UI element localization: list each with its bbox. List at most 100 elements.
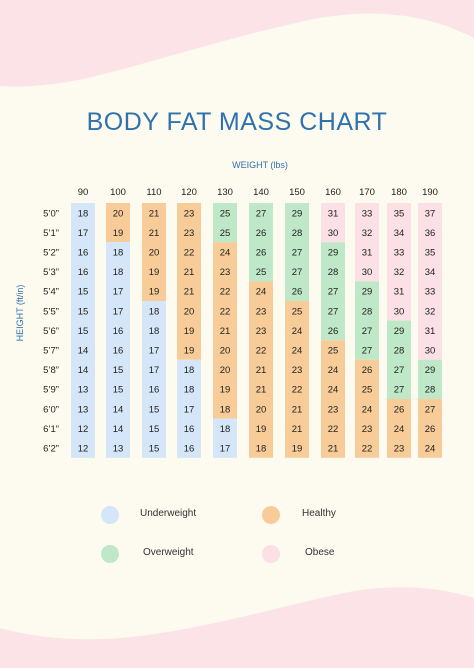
fat-value-cell: 21 — [149, 208, 160, 219]
fat-value-cell: 23 — [184, 228, 195, 239]
fat-value-cell: 13 — [113, 444, 124, 455]
height-label: 6’2” — [43, 444, 59, 455]
fat-value-cell: 19 — [292, 444, 303, 455]
fat-value-cell: 15 — [113, 385, 124, 396]
fat-value-cell: 34 — [425, 267, 436, 278]
legend-label-overweight: Overweight — [143, 547, 194, 558]
fat-value-cell: 12 — [78, 424, 89, 435]
fat-value-cell: 19 — [149, 267, 160, 278]
height-label: 5’9” — [43, 385, 59, 396]
fat-value-cell: 23 — [184, 208, 195, 219]
fat-value-cell: 17 — [149, 346, 160, 357]
fat-value-cell: 31 — [362, 248, 373, 259]
fat-value-cell: 21 — [256, 365, 267, 376]
fat-value-cell: 35 — [425, 248, 436, 259]
fat-value-cell: 15 — [78, 326, 89, 337]
category-band — [142, 301, 166, 458]
fat-value-cell: 16 — [78, 248, 89, 259]
fat-value-cell: 35 — [394, 208, 405, 219]
fat-value-cell: 20 — [220, 346, 231, 357]
fat-value-cell: 29 — [394, 326, 405, 337]
fat-value-cell: 14 — [78, 365, 89, 376]
height-label: 5’3” — [43, 267, 59, 278]
weight-header: 120 — [181, 187, 197, 198]
fat-value-cell: 24 — [394, 424, 405, 435]
fat-value-cell: 23 — [220, 267, 231, 278]
fat-value-cell: 24 — [256, 287, 267, 298]
weight-header: 140 — [253, 187, 269, 198]
fat-value-cell: 27 — [394, 365, 405, 376]
fat-value-cell: 12 — [78, 444, 89, 455]
fat-value-cell: 22 — [292, 385, 303, 396]
category-band — [106, 203, 130, 243]
fat-value-cell: 27 — [425, 404, 436, 415]
fat-value-cell: 18 — [256, 444, 267, 455]
fat-value-cell: 19 — [184, 346, 195, 357]
fat-value-cell: 28 — [425, 385, 436, 396]
fat-value-cell: 21 — [256, 385, 267, 396]
fat-value-cell: 19 — [220, 385, 231, 396]
fat-value-cell: 23 — [394, 444, 405, 455]
fat-value-cell: 33 — [394, 248, 405, 259]
fat-value-cell: 18 — [113, 248, 124, 259]
category-band — [285, 301, 309, 458]
fat-value-cell: 29 — [425, 365, 436, 376]
fat-value-cell: 24 — [328, 385, 339, 396]
fat-value-cell: 27 — [362, 326, 373, 337]
fat-value-cell: 29 — [292, 208, 303, 219]
fat-value-cell: 37 — [425, 208, 436, 219]
fat-value-cell: 28 — [394, 346, 405, 357]
height-label: 5’2” — [43, 248, 59, 259]
fat-value-cell: 30 — [425, 346, 436, 357]
legend-label-obese: Obese — [305, 547, 335, 558]
fat-value-cell: 22 — [362, 444, 373, 455]
height-label: 6’0” — [43, 404, 59, 415]
height-label: 5’7” — [43, 346, 59, 357]
fat-value-cell: 15 — [149, 444, 160, 455]
fat-value-cell: 27 — [256, 208, 267, 219]
fat-value-cell: 32 — [425, 306, 436, 317]
fat-value-cell: 23 — [328, 404, 339, 415]
fat-value-cell: 16 — [184, 444, 195, 455]
fat-value-cell: 23 — [362, 424, 373, 435]
height-label: 5’6” — [43, 326, 59, 337]
fat-value-cell: 31 — [425, 326, 436, 337]
legend-swatch-underweight — [101, 506, 119, 524]
fat-value-cell: 16 — [78, 267, 89, 278]
category-band — [418, 399, 442, 458]
fat-value-cell: 21 — [149, 228, 160, 239]
fat-value-cell: 25 — [362, 385, 373, 396]
fat-value-cell: 25 — [220, 208, 231, 219]
fat-value-cell: 26 — [394, 404, 405, 415]
fat-value-cell: 27 — [394, 385, 405, 396]
fat-value-cell: 21 — [184, 267, 195, 278]
fat-value-cell: 18 — [220, 404, 231, 415]
weight-header: 190 — [422, 187, 438, 198]
fat-value-cell: 28 — [292, 228, 303, 239]
fat-value-cell: 19 — [184, 326, 195, 337]
fat-value-cell: 22 — [256, 346, 267, 357]
weight-header: 160 — [325, 187, 341, 198]
category-band — [387, 320, 411, 399]
fat-value-cell: 23 — [256, 326, 267, 337]
fat-value-cell: 17 — [184, 404, 195, 415]
fat-value-cell: 18 — [184, 385, 195, 396]
fat-value-cell: 16 — [149, 385, 160, 396]
fat-value-cell: 21 — [328, 444, 339, 455]
fat-value-cell: 16 — [113, 326, 124, 337]
fat-value-cell: 17 — [220, 444, 231, 455]
weight-header: 90 — [78, 187, 89, 198]
category-band — [387, 203, 411, 321]
legend-swatch-overweight — [101, 545, 119, 563]
fat-value-cell: 26 — [292, 287, 303, 298]
fat-value-cell: 18 — [184, 365, 195, 376]
fat-value-cell: 25 — [256, 267, 267, 278]
weight-header: 110 — [146, 187, 161, 198]
fat-value-cell: 21 — [292, 404, 303, 415]
fat-value-cell: 27 — [292, 248, 303, 259]
fat-value-cell: 21 — [220, 326, 231, 337]
fat-value-cell: 33 — [425, 287, 436, 298]
fat-value-cell: 22 — [184, 248, 195, 259]
category-band — [213, 203, 237, 243]
